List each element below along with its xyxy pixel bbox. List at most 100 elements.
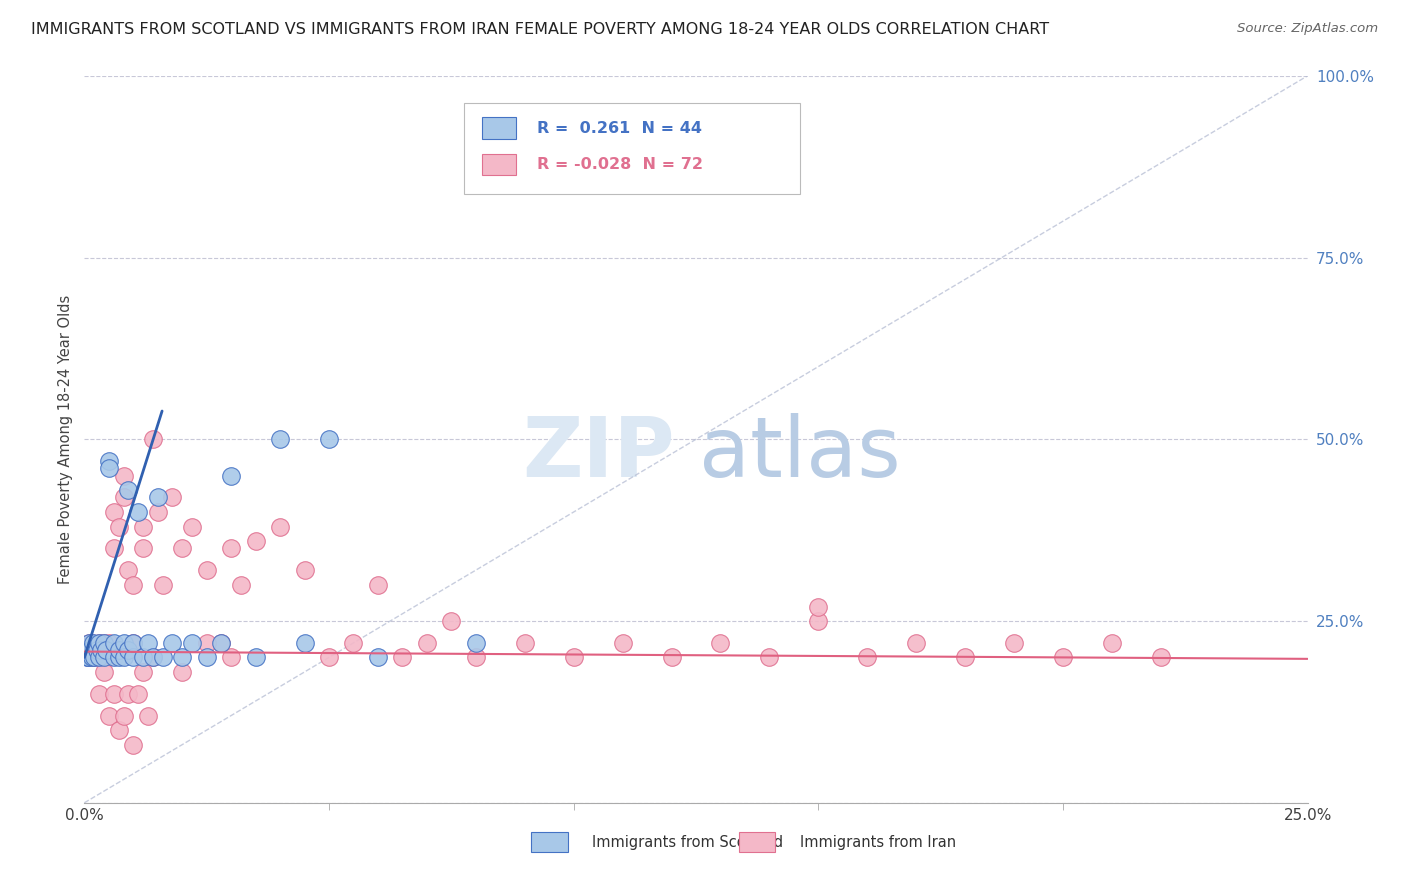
Point: [856, 650, 879, 665]
FancyBboxPatch shape: [464, 103, 800, 194]
Point: [181, 636, 204, 650]
Point: [172, 665, 194, 679]
Point: [269, 432, 291, 446]
Point: [87, 650, 110, 665]
Point: [107, 723, 129, 737]
Point: [107, 650, 129, 665]
Point: [107, 519, 129, 533]
Point: [82, 636, 104, 650]
Point: [245, 534, 267, 549]
Point: [117, 643, 139, 657]
Point: [80, 650, 103, 665]
Point: [83, 650, 105, 665]
Point: [97, 650, 120, 665]
Point: [132, 541, 155, 556]
Point: [1150, 650, 1173, 665]
FancyBboxPatch shape: [482, 153, 516, 176]
Point: [229, 578, 252, 592]
Point: [103, 650, 125, 665]
Point: [93, 636, 115, 650]
FancyBboxPatch shape: [482, 117, 516, 139]
Point: [318, 432, 340, 446]
Text: Immigrants from Iran: Immigrants from Iran: [800, 835, 956, 849]
Point: [122, 650, 145, 665]
Point: [1002, 636, 1025, 650]
Point: [93, 636, 115, 650]
Point: [132, 519, 155, 533]
Point: [93, 665, 115, 679]
Point: [97, 461, 120, 475]
Point: [612, 636, 634, 650]
Point: [318, 650, 340, 665]
Point: [132, 650, 155, 665]
Text: Immigrants from Scotland: Immigrants from Scotland: [592, 835, 783, 849]
Point: [112, 468, 135, 483]
Point: [79, 650, 101, 665]
Point: [80, 636, 103, 650]
Point: [83, 650, 105, 665]
Point: [1052, 650, 1074, 665]
Point: [90, 643, 112, 657]
Point: [79, 643, 101, 657]
Point: [416, 636, 439, 650]
Point: [464, 636, 486, 650]
Y-axis label: Female Poverty Among 18-24 Year Olds: Female Poverty Among 18-24 Year Olds: [58, 294, 73, 584]
Point: [162, 636, 184, 650]
Point: [97, 708, 120, 723]
FancyBboxPatch shape: [531, 832, 568, 852]
Point: [97, 636, 120, 650]
Point: [209, 636, 232, 650]
Point: [87, 636, 110, 650]
Point: [172, 650, 194, 665]
Point: [93, 650, 115, 665]
Point: [87, 636, 110, 650]
Point: [440, 614, 463, 628]
Text: Source: ZipAtlas.com: Source: ZipAtlas.com: [1237, 22, 1378, 36]
Text: R =  0.261  N = 44: R = 0.261 N = 44: [537, 120, 702, 136]
Point: [146, 505, 169, 519]
Point: [112, 636, 135, 650]
Point: [209, 636, 232, 650]
Point: [195, 636, 218, 650]
Text: ZIP: ZIP: [522, 413, 675, 494]
Point: [142, 650, 165, 665]
Point: [76, 650, 98, 665]
Point: [112, 650, 135, 665]
Text: IMMIGRANTS FROM SCOTLAND VS IMMIGRANTS FROM IRAN FEMALE POVERTY AMONG 18-24 YEAR: IMMIGRANTS FROM SCOTLAND VS IMMIGRANTS F…: [31, 22, 1049, 37]
Point: [294, 636, 316, 650]
Point: [152, 650, 174, 665]
Point: [152, 578, 174, 592]
Point: [562, 650, 585, 665]
Point: [709, 636, 731, 650]
Point: [117, 687, 139, 701]
Point: [103, 636, 125, 650]
Point: [807, 614, 830, 628]
Point: [122, 636, 145, 650]
Point: [294, 563, 316, 577]
Text: R = -0.028  N = 72: R = -0.028 N = 72: [537, 157, 703, 172]
Point: [117, 483, 139, 498]
Point: [162, 491, 184, 505]
Point: [367, 578, 389, 592]
Point: [122, 738, 145, 752]
Point: [219, 650, 242, 665]
Point: [195, 650, 218, 665]
Point: [93, 650, 115, 665]
Point: [342, 636, 364, 650]
Point: [77, 636, 100, 650]
Point: [181, 519, 204, 533]
Point: [136, 636, 159, 650]
Point: [245, 650, 267, 665]
Point: [87, 687, 110, 701]
Point: [77, 636, 100, 650]
Point: [661, 650, 683, 665]
Point: [103, 505, 125, 519]
Point: [117, 563, 139, 577]
Point: [367, 650, 389, 665]
Point: [513, 636, 536, 650]
Point: [87, 650, 110, 665]
Point: [112, 491, 135, 505]
Point: [142, 650, 165, 665]
Point: [1101, 636, 1123, 650]
Point: [77, 650, 100, 665]
